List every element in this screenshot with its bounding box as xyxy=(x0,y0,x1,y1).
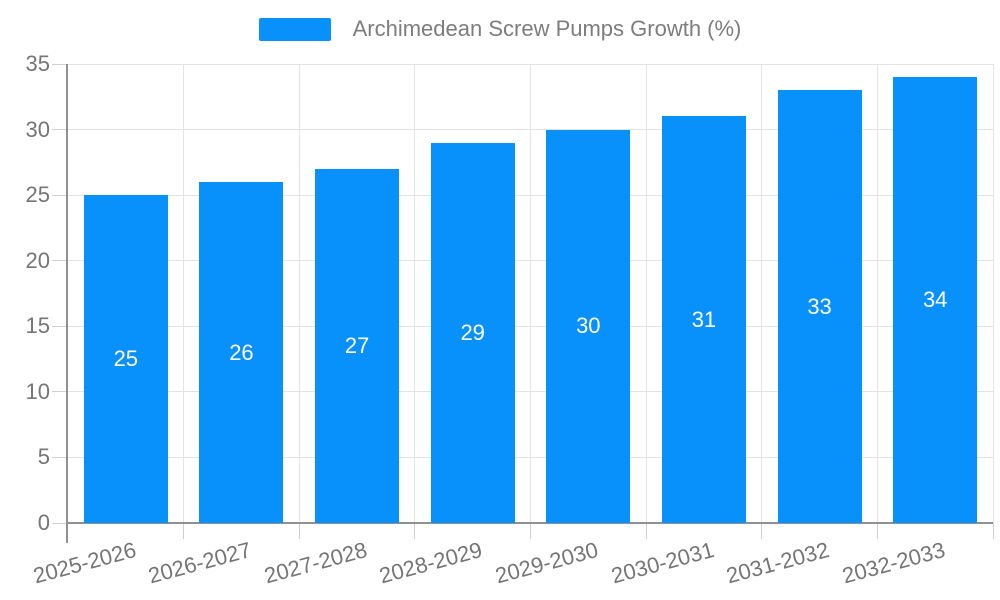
y-axis-tick xyxy=(52,63,66,65)
y-axis-tick-label: 10 xyxy=(25,378,50,404)
x-axis-tick xyxy=(298,523,300,539)
y-axis-tick xyxy=(52,456,66,458)
x-axis-tick-label: 2030-2031 xyxy=(608,537,717,589)
x-axis-tick xyxy=(645,523,647,539)
v-gridline xyxy=(298,64,300,523)
v-gridline xyxy=(183,64,185,523)
y-axis-tick xyxy=(52,260,66,262)
bar-2028-2029[interactable]: 29 xyxy=(430,142,515,523)
bar-value-label: 26 xyxy=(229,339,254,365)
x-axis-tick xyxy=(876,523,878,539)
x-axis-tick xyxy=(183,523,185,539)
y-axis-tick xyxy=(52,391,66,393)
x-axis-tick-label: 2026-2027 xyxy=(145,537,254,589)
legend-label: Archimedean Screw Pumps Growth (%) xyxy=(352,16,742,41)
y-axis-tick-label: 5 xyxy=(37,444,50,470)
bar-value-label: 25 xyxy=(113,346,139,372)
x-axis-tick-label: 2025-2026 xyxy=(30,537,139,589)
v-gridline xyxy=(530,64,531,523)
x-axis-tick-label: 2031-2032 xyxy=(723,537,833,589)
bar-value-label: 33 xyxy=(807,293,832,319)
x-axis-tick xyxy=(992,523,994,539)
v-gridline xyxy=(876,64,878,523)
y-axis-tick-label: 35 xyxy=(25,51,50,76)
bar-2027-2028[interactable]: 27 xyxy=(315,168,400,523)
legend-color-swatch xyxy=(258,17,331,41)
y-axis-tick-label: 0 xyxy=(37,510,50,535)
v-gridline xyxy=(645,64,647,523)
y-axis-tick-label: 25 xyxy=(25,182,50,208)
x-axis-tick-label: 2027-2028 xyxy=(261,537,370,589)
bar-2029-2030[interactable]: 30 xyxy=(546,129,631,523)
bar-value-label: 34 xyxy=(922,287,948,313)
bar-2031-2032[interactable]: 33 xyxy=(777,90,862,523)
bar-value-label: 31 xyxy=(691,306,717,332)
x-axis-tick xyxy=(414,523,416,539)
y-axis-tick-label: 20 xyxy=(25,247,50,273)
bar-value-label: 27 xyxy=(344,332,370,358)
bar-2030-2031[interactable]: 31 xyxy=(661,116,746,523)
v-gridline xyxy=(992,64,994,523)
x-axis-tick xyxy=(530,523,531,539)
x-axis-line xyxy=(66,522,993,524)
v-gridline xyxy=(414,64,416,523)
bar-value-label: 30 xyxy=(576,313,601,339)
x-axis-tick-label: 2028-2029 xyxy=(377,537,486,589)
y-axis-tick-label: 15 xyxy=(25,313,50,339)
y-axis-tick xyxy=(52,522,66,524)
chart-legend-item[interactable]: Archimedean Screw Pumps Growth (%) xyxy=(0,16,1000,42)
x-axis-tick xyxy=(761,523,763,539)
y-axis-tick xyxy=(52,194,66,196)
y-axis-tick-label: 30 xyxy=(25,116,50,142)
bar-2026-2027[interactable]: 26 xyxy=(199,182,284,523)
x-axis-tick-label: 2032-2033 xyxy=(839,537,948,589)
x-axis-tick-label: 2029-2030 xyxy=(492,537,601,589)
bar-2025-2026[interactable]: 25 xyxy=(83,195,168,523)
y-axis-tick xyxy=(52,325,66,327)
y-axis-tick xyxy=(52,129,66,131)
bar-value-label: 29 xyxy=(460,319,485,345)
y-axis-line xyxy=(66,64,68,543)
v-gridline xyxy=(761,64,763,523)
bar-2032-2033[interactable]: 34 xyxy=(893,77,978,523)
